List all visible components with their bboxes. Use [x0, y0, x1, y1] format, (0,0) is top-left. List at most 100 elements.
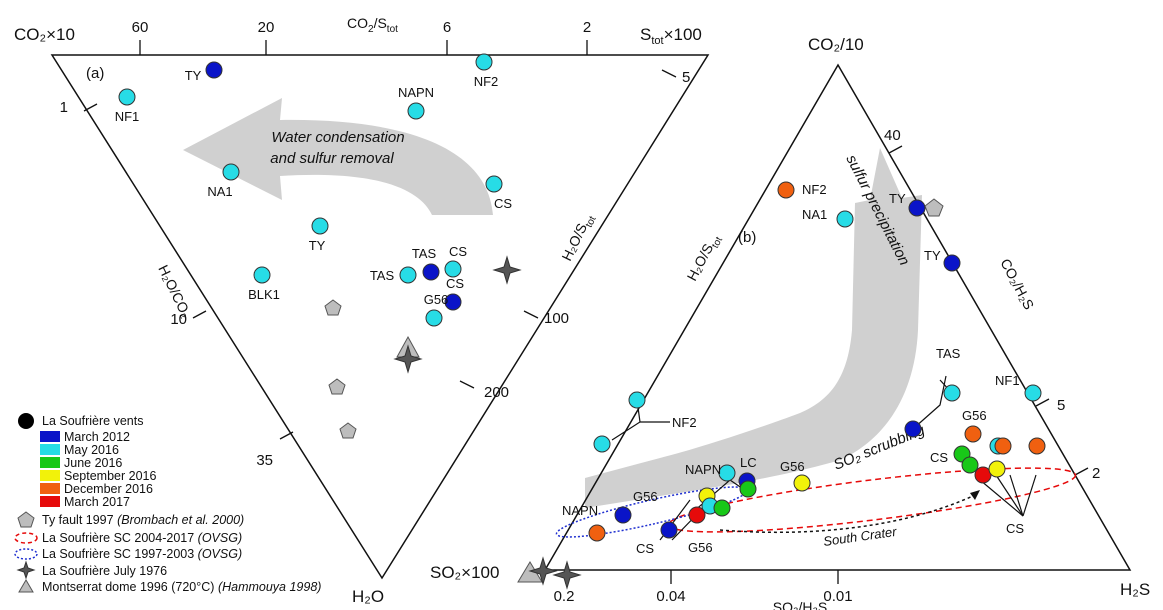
label-a-napn: NAPN	[398, 85, 434, 100]
legend-swatch-september-2016	[40, 470, 60, 481]
right-tick-5-b: 5	[1057, 397, 1065, 414]
bottom-tick-0.04: 0.04	[656, 588, 685, 605]
top-tick-60: 60	[132, 19, 149, 36]
sc-2004-2017-ellipse	[667, 467, 1077, 533]
ty-fault-point-b	[924, 198, 944, 217]
label-b-ty-2: TY	[924, 248, 941, 263]
legend-ty-fault: Ty fault 1997 (Brombach et al. 2000)	[42, 513, 244, 527]
legend-december-2016: December 2016	[64, 482, 153, 496]
label-a-nf2: NF2	[474, 74, 499, 89]
apex-so2x100: SO₂×100	[430, 563, 499, 582]
label-b-g56-2: G56	[780, 459, 805, 474]
july-1976-point-a-1	[394, 345, 422, 373]
top-axis-name-a: CO2/Stot	[347, 15, 398, 35]
right-tick-200: 200	[484, 384, 509, 401]
legend-swatch-june-2016	[40, 457, 60, 468]
right-tick-40-b: 40	[884, 127, 901, 144]
label-a-blk1: BLK1	[248, 287, 280, 302]
right-axis-name-b: CO₂/H₂S	[997, 256, 1037, 312]
legend-march-2012: March 2012	[64, 430, 130, 444]
label-b-cs-1: CS	[930, 450, 948, 465]
label-b-ty-1: TY	[889, 191, 906, 206]
legend-ty-fault-marker	[17, 511, 35, 528]
condensation-arrow	[183, 98, 493, 215]
top-ticks-a	[83, 40, 677, 440]
top-tick-6: 6	[443, 19, 451, 36]
legend-swatch-may-2016	[40, 444, 60, 455]
right-tick-5: 5	[682, 69, 690, 86]
right-tick-100: 100	[544, 310, 569, 327]
legend-montserrat-marker	[18, 579, 34, 593]
bottom-axis-name-b: SO₂/H₂S	[773, 599, 827, 610]
label-b-nf1: NF1	[995, 373, 1020, 388]
legend-montserrat: Montserrat dome 1996 (720°C) (Hammouya 1…	[42, 580, 321, 594]
right-axis-name-a: H₂O/Stot	[558, 210, 598, 265]
ty-fault-points-a	[324, 299, 357, 439]
legend-vents-marker	[18, 413, 34, 429]
label-b-cs-2: CS	[1006, 521, 1024, 536]
legend-sc-2004-marker	[14, 532, 38, 544]
apex-h2o-a: H₂O	[352, 587, 384, 606]
right-tick-2-b: 2	[1092, 465, 1100, 482]
label-a-tas-2: TAS	[370, 268, 395, 283]
label-a-nf1: NF1	[115, 109, 140, 124]
label-a-cs-1: CS	[494, 196, 512, 211]
legend-date-swatches	[40, 431, 60, 507]
south-crater-arrow	[719, 494, 976, 534]
panel-b: 40 5 2 0.2 0.04 0.01 CO₂/10 SO₂×100 H₂S …	[430, 35, 1150, 610]
label-b-nf2-1: NF2	[802, 182, 827, 197]
points-b	[588, 181, 1046, 542]
panel-tag-b: (b)	[738, 229, 756, 246]
label-b-napn-2: NAPN	[562, 503, 598, 518]
apex-stot-a: Stot×100	[640, 25, 702, 47]
label-b-tas: TAS	[936, 346, 961, 361]
triangle-a	[50, 54, 710, 580]
label-a-na1: NA1	[207, 184, 232, 199]
july-1976-point-a-2	[493, 256, 521, 284]
label-a-cs-3: CS	[446, 276, 464, 291]
points-a	[118, 53, 503, 327]
label-a-g56: G56	[424, 292, 449, 307]
legend-july-1976-marker	[16, 560, 36, 580]
label-b-g56-4: G56	[688, 540, 713, 555]
left-tick-35: 35	[256, 452, 273, 469]
label-b-na1: NA1	[802, 207, 827, 222]
left-tick-1: 1	[60, 99, 68, 116]
bottom-tick-0.01: 0.01	[823, 588, 852, 605]
left-tick-10: 10	[170, 311, 187, 328]
label-a-ty-2: TY	[309, 238, 326, 253]
apex-co2x10: CO₂×10	[14, 25, 75, 44]
label-b-napn-1: NAPN	[685, 462, 721, 477]
top-tick-20: 20	[258, 19, 275, 36]
scrubbing-arrow	[585, 148, 922, 508]
legend-vents: La Soufrière vents	[42, 414, 143, 428]
legend-swatch-march-2012	[40, 431, 60, 442]
label-b-g56-1: G56	[962, 408, 987, 423]
apex-co2-10: CO₂/10	[808, 35, 864, 54]
july-1976-point-b-2	[553, 561, 581, 589]
top-tick-2: 2	[583, 19, 591, 36]
legend: La Soufrière vents March 2012 May 2016 J…	[14, 413, 321, 594]
label-b-g56-3: G56	[633, 489, 658, 504]
label-b-nf2-2: NF2	[672, 415, 697, 430]
left-axis-name-b: H₂O/Stot	[684, 231, 726, 285]
arrow-text-a-1: Water condensation	[271, 129, 404, 146]
legend-september-2016: September 2016	[64, 469, 156, 483]
legend-swatch-december-2016	[40, 483, 60, 494]
label-b-lc: LC	[740, 455, 757, 470]
legend-sc-1997: La Soufrière SC 1997-2003 (OVSG)	[42, 547, 242, 561]
legend-may-2016: May 2016	[64, 443, 119, 457]
legend-sc-2004: La Soufrière SC 2004-2017 (OVSG)	[42, 531, 242, 545]
label-a-cs-2: CS	[449, 244, 467, 259]
legend-june-2016: June 2016	[64, 456, 122, 470]
label-b-cs-3: CS	[636, 541, 654, 556]
apex-h2s: H₂S	[1120, 580, 1150, 599]
panel-tag-a: (a)	[86, 65, 104, 82]
legend-july-1976: La Soufrière July 1976	[42, 564, 167, 578]
legend-sc-1997-marker	[14, 548, 38, 560]
arrow-text-a-2: and sulfur removal	[270, 150, 394, 167]
label-a-tas-1: TAS	[412, 246, 437, 261]
south-crater-arrow-head	[970, 490, 980, 500]
bottom-tick-0.2: 0.2	[554, 588, 575, 605]
